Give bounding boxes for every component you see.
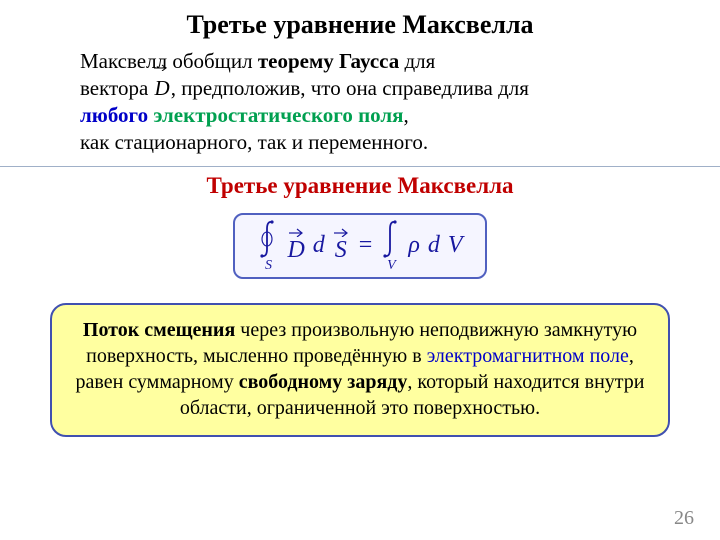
intro-l1a: Максвелл обобщил [80,49,258,73]
divider [0,166,720,167]
intro-l2b: , предположив, что она справедлива для [171,76,529,100]
D-term: D [287,227,304,264]
formula-box: S D d S = V ρdV [233,213,486,279]
int-bound: V [387,259,396,273]
page-number: 26 [674,507,694,530]
intro-l1b: теорему Гаусса [258,49,399,73]
y-t5: свободному заряду [239,371,408,393]
statement-box: Поток смещения через произвольную неподв… [50,303,670,437]
oint-symbol: S [257,219,279,273]
intro-paragraph: Максвелл обобщил теорему Гаусса для вект… [80,48,640,156]
oint-bound: S [265,259,272,273]
subtitle: Третье уравнение Максвелла [0,173,720,199]
S-letter: S [335,237,347,264]
d2: d [428,232,440,259]
intro-l4: как стационарного, так и переменного. [80,130,428,154]
intro-l3b: электростатического поля [148,103,403,127]
d1: d [313,232,325,259]
S-term: S [333,227,349,264]
formula-container: S D d S = V ρdV [0,213,720,279]
slide-title: Третье уравнение Максвелла [0,0,720,46]
int-symbol: V [382,219,400,273]
vector-D-symbol: D [154,75,171,102]
y-t1: Поток смещения [83,319,235,341]
intro-l1c: для [399,49,435,73]
intro-l3c: , [404,103,409,127]
intro-l2a: вектора [80,76,154,100]
y-t3: электромагнитном поле [427,345,629,367]
rho: ρ [408,232,420,259]
equals: = [357,232,375,259]
D-letter: D [287,237,304,264]
intro-l3a: любого [80,103,148,127]
V-letter: V [448,232,463,259]
